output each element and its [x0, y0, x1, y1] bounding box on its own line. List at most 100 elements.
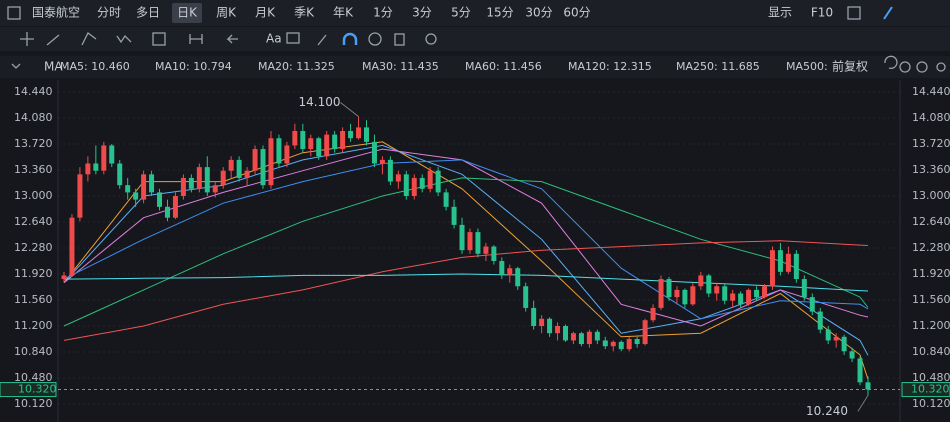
y2-tick-label: 10.480: [912, 371, 950, 384]
candle-body: [475, 232, 481, 254]
toolbar-icons: [7, 6, 946, 73]
wave-icon[interactable]: [116, 34, 132, 44]
tab[interactable]: 日K: [177, 6, 198, 20]
tab[interactable]: 15分: [486, 6, 513, 20]
candle-body: [531, 307, 537, 326]
line-icon[interactable]: [46, 34, 60, 46]
legend-entry: MA10: 10.794: [155, 60, 232, 73]
candle-body: [690, 286, 696, 305]
candle-body: [682, 289, 688, 305]
y-tick-label: 12.640: [14, 215, 53, 228]
y2-tick-label: 14.440: [912, 85, 950, 98]
candle-body: [833, 336, 839, 341]
y2-tick-label: 10.840: [912, 345, 950, 358]
note-icon[interactable]: [286, 32, 300, 44]
tab[interactable]: 年K: [333, 6, 354, 20]
tab[interactable]: 分时: [97, 6, 121, 20]
tab[interactable]: 60分: [563, 6, 590, 20]
y2-tick-label: 14.080: [912, 111, 950, 124]
grid-icon[interactable]: [7, 6, 21, 20]
candle-body: [634, 339, 640, 345]
candle-body: [650, 307, 656, 321]
active-tab-bg: [172, 3, 202, 23]
pen-icon[interactable]: [317, 34, 327, 46]
draw-icon[interactable]: [883, 6, 893, 20]
candle-body: [101, 145, 107, 171]
candle-body: [427, 170, 433, 189]
candle-body: [666, 279, 672, 298]
tab[interactable]: 1分: [373, 6, 393, 20]
candle-body: [109, 145, 115, 164]
candle-body: [157, 192, 163, 207]
candle-body: [451, 206, 457, 225]
legend-entry: MA500:: [786, 60, 828, 73]
candle-body: [857, 358, 863, 383]
move-icon[interactable]: [20, 32, 34, 46]
annotation-leader: [857, 395, 869, 412]
candle-body: [340, 131, 346, 150]
candle-body: [706, 275, 712, 294]
candle-body: [133, 192, 139, 200]
y2-tick-label: 11.920: [912, 267, 950, 280]
candle-body: [626, 339, 632, 350]
magnet-icon[interactable]: [342, 32, 358, 45]
legend-entry: MA30: 11.435: [362, 60, 439, 73]
checkbox-icon[interactable]: [847, 6, 861, 20]
candle-body: [499, 261, 505, 276]
candle-body: [865, 382, 871, 390]
annotation-leader: [340, 102, 359, 117]
settings-icon[interactable]: [936, 62, 946, 72]
candle-body: [164, 206, 170, 218]
arrow-icon[interactable]: [226, 34, 238, 44]
trend-icon[interactable]: [81, 32, 97, 46]
measure-icon[interactable]: [189, 34, 203, 44]
candle-body: [435, 170, 441, 193]
trash-icon[interactable]: [394, 33, 405, 46]
reset-icon[interactable]: [884, 55, 898, 69]
candle-body: [467, 232, 473, 251]
right-tab[interactable]: 显示: [768, 6, 792, 20]
tab[interactable]: 月K: [255, 6, 276, 20]
candle-body: [769, 250, 775, 287]
candle-body: [276, 138, 282, 164]
legend-entry: MA250: 11.685: [676, 60, 760, 73]
ma-line: [63, 240, 869, 341]
toggle-icon[interactable]: [425, 33, 437, 45]
candle-body: [332, 134, 338, 150]
tab[interactable]: 3分: [412, 6, 432, 20]
add-icon[interactable]: [899, 61, 911, 73]
y-tick-label: 13.720: [14, 137, 53, 150]
remove-icon[interactable]: [916, 61, 928, 73]
candle-body: [443, 192, 449, 207]
candle-body: [356, 127, 362, 139]
tab[interactable]: 季K: [294, 6, 315, 20]
candle-body: [244, 170, 250, 178]
y2-tick-label: 11.200: [912, 319, 950, 332]
annotation: 10.240: [806, 404, 848, 418]
top-bar: [0, 0, 950, 26]
tab[interactable]: 5分: [451, 6, 471, 20]
tab[interactable]: 30分: [525, 6, 552, 20]
tab[interactable]: 周K: [216, 6, 237, 20]
adjust-label[interactable]: 前复权: [832, 59, 868, 74]
y2-tick-label: 12.640: [912, 215, 950, 228]
tab[interactable]: 多日: [136, 6, 160, 20]
candle-body: [555, 326, 561, 334]
text-tool[interactable]: Aa: [266, 32, 282, 46]
right-tab[interactable]: F10: [811, 6, 833, 20]
tab[interactable]: 国泰航空: [32, 5, 80, 20]
ma-line: [63, 144, 869, 356]
candle-body: [268, 138, 274, 186]
candle-body: [825, 329, 831, 341]
eye-icon[interactable]: [368, 32, 382, 46]
candle-body: [642, 320, 648, 345]
candle-body: [730, 293, 736, 301]
candle-body: [292, 131, 298, 146]
legend-entry: MA120: 12.315: [568, 60, 652, 73]
candle-body: [236, 159, 242, 178]
fib-icon[interactable]: [152, 32, 166, 46]
legend-entry: MA60: 11.456: [465, 60, 542, 73]
y-tick-label: 13.000: [14, 189, 53, 202]
collapse-icon[interactable]: [11, 63, 21, 69]
candle-body: [539, 318, 545, 326]
